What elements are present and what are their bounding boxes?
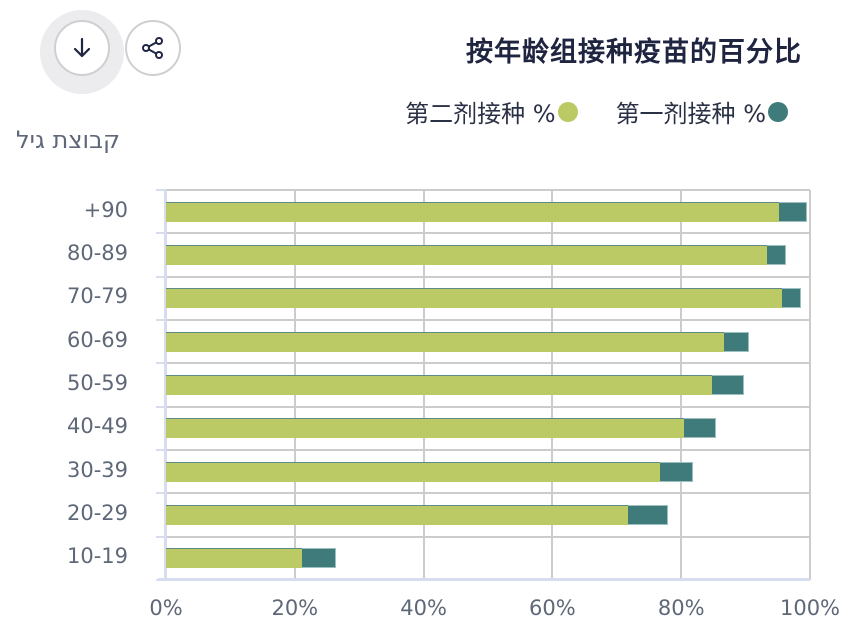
x-tick-label: 80% xyxy=(657,596,705,620)
y-axis-line xyxy=(164,190,167,580)
plot-area xyxy=(156,189,811,581)
share-icon xyxy=(142,37,163,59)
grid-line-horizontal xyxy=(166,362,810,365)
grid-line-horizontal xyxy=(166,405,810,408)
grid-line-horizontal xyxy=(166,535,810,538)
y-tick-label: +90 xyxy=(83,197,128,222)
legend-dot-icon xyxy=(768,101,788,122)
x-tick-label: 0% xyxy=(149,596,183,620)
y-tick-label: 40-49 xyxy=(66,414,128,439)
x-axis-line xyxy=(158,578,810,581)
y-tick-label: 50-59 xyxy=(66,371,128,395)
bar-second-dose[interactable] xyxy=(166,548,302,569)
bar-row xyxy=(166,548,810,570)
grid-line-horizontal xyxy=(166,232,810,235)
y-tick-label: 70-79 xyxy=(66,284,128,309)
legend-label: 第二剂接种 % xyxy=(405,100,556,128)
chart-legend: 第二剂接种 % 第一剂接种 % xyxy=(405,94,788,129)
y-tick-mark xyxy=(156,492,166,495)
bar-row xyxy=(166,288,810,310)
bar-second-dose[interactable] xyxy=(166,461,660,482)
grid-line-horizontal xyxy=(166,319,810,321)
arrow-down-icon xyxy=(73,37,91,58)
chart-title: 按年龄组接种疫苗的百分比 xyxy=(466,37,802,68)
bar-row xyxy=(166,505,810,527)
y-tick-label: 10-19 xyxy=(66,544,128,569)
bar-second-dose[interactable] xyxy=(166,245,767,265)
x-tick-label: 40% xyxy=(400,596,447,620)
y-tick-mark xyxy=(156,319,166,321)
bar-second-dose[interactable] xyxy=(166,331,724,352)
y-tick-label: 20-29 xyxy=(66,501,128,525)
y-tick-label: 60-69 xyxy=(66,327,128,352)
y-tick-mark xyxy=(156,535,166,538)
y-tick-mark xyxy=(156,362,166,365)
grid-line-horizontal xyxy=(166,189,810,191)
y-tick-mark xyxy=(156,275,166,278)
grid-line-horizontal xyxy=(166,275,810,278)
legend-dot-icon xyxy=(557,101,578,122)
grid-line-horizontal xyxy=(166,492,810,495)
bar-second-dose[interactable] xyxy=(166,288,783,309)
y-tick-mark xyxy=(156,405,166,408)
legend-item-second-dose[interactable]: 第二剂接种 % xyxy=(405,94,578,129)
bar-row xyxy=(166,245,810,267)
bar-row xyxy=(166,201,810,224)
share-button[interactable] xyxy=(125,20,181,76)
y-tick-mark xyxy=(156,189,166,191)
y-tick-label: 30-39 xyxy=(66,457,128,482)
y-tick-mark xyxy=(156,449,166,451)
bar-row xyxy=(166,418,810,440)
legend-item-first-dose[interactable]: 第一剂接种 % xyxy=(616,94,788,129)
bar-row xyxy=(166,375,810,397)
x-tick-label: 100% xyxy=(779,596,841,620)
bar-row xyxy=(166,461,810,484)
grid-line-vertical xyxy=(809,190,811,580)
bar-second-dose[interactable] xyxy=(166,505,628,525)
x-tick-label: 60% xyxy=(529,596,576,620)
grid-line-horizontal xyxy=(166,449,810,451)
x-tick-label: 20% xyxy=(271,596,319,620)
y-tick-mark xyxy=(156,232,166,235)
bar-row xyxy=(166,331,810,354)
bar-second-dose[interactable] xyxy=(166,201,780,222)
bar-second-dose[interactable] xyxy=(166,418,684,439)
download-button[interactable] xyxy=(54,20,110,76)
bar-second-dose[interactable] xyxy=(166,375,713,395)
y-axis-title: קבוצת גיל xyxy=(16,126,120,154)
y-tick-label: 80-89 xyxy=(66,241,128,265)
legend-label: 第一剂接种 % xyxy=(615,100,766,128)
